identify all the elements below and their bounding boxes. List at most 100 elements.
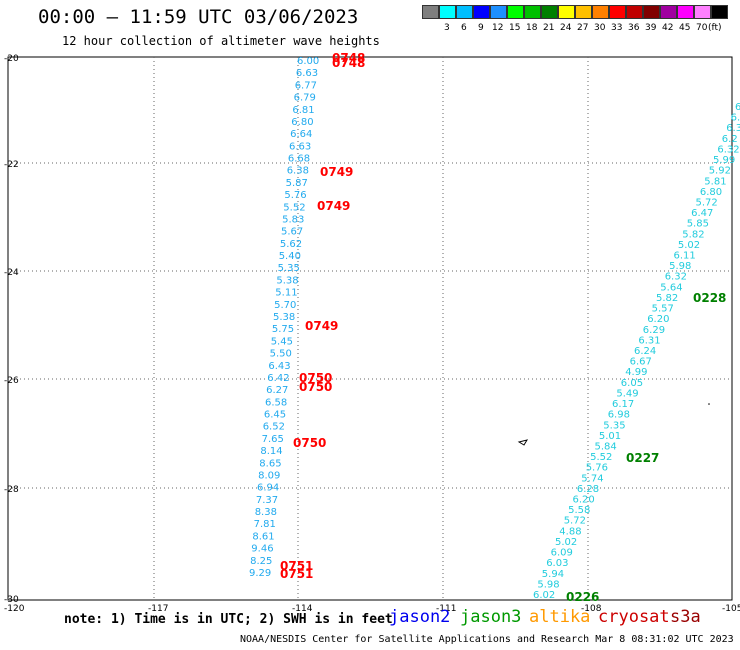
scale-label: 45	[679, 23, 691, 33]
scale-label: 42	[662, 23, 674, 33]
wave-height-label: 7.65	[262, 434, 284, 445]
wave-height-label: 6.80	[291, 117, 313, 128]
wave-height-label: 4.88	[559, 526, 581, 537]
lon-tick-label: -117	[148, 604, 168, 614]
wave-height-label: 6.81	[292, 105, 314, 116]
wave-height-label: 6	[735, 102, 740, 113]
wave-height-label: 6.27	[266, 385, 288, 396]
wave-height-label: 6.20	[573, 495, 595, 506]
wave-height-label: 6.24	[634, 346, 656, 357]
wave-height-label: 5.82	[682, 229, 704, 240]
lon-tick-label: -108	[581, 604, 602, 614]
wave-height-label: 8.09	[258, 471, 280, 482]
wave-height-label: 6.03	[546, 558, 568, 569]
scale-swatch	[558, 5, 575, 19]
wave-height-label: 5.74	[581, 473, 603, 484]
wave-height-label: 5.72	[696, 198, 718, 209]
wave-height-label: 6.2	[722, 134, 738, 145]
wave-height-label: 6.43	[268, 361, 290, 372]
wave-height-label: 6.42	[267, 373, 289, 384]
scale-swatch	[677, 5, 694, 19]
scale-label: 39	[645, 23, 657, 33]
wave-height-label: 6.32	[665, 272, 687, 283]
wave-height-label: 6.47	[691, 208, 713, 219]
wave-height-label: 5.76	[284, 190, 306, 201]
scale-unit: (ft)	[708, 23, 722, 33]
wave-height-label: 5.67	[281, 227, 303, 238]
satellite-label: s3a	[670, 607, 701, 627]
wave-height-label: 6.20	[647, 314, 669, 325]
lat-tick-label: -24	[4, 268, 19, 278]
wave-height-label: 5.62	[280, 239, 302, 250]
wave-height-label: 5.49	[616, 388, 638, 399]
wave-height-label: 5.87	[286, 178, 308, 189]
wave-height-label: 5.81	[704, 176, 726, 187]
scale-swatch	[490, 5, 507, 19]
scale-swatch	[422, 5, 439, 19]
satellite-label: altika	[529, 607, 591, 627]
wave-height-label: 5.58	[568, 505, 590, 516]
scale-swatch	[575, 5, 592, 19]
time-stamp: 0748	[332, 51, 365, 65]
wave-height-label: 6.4	[731, 113, 740, 124]
wave-height-label: 5.11	[275, 288, 297, 299]
scale-label: 12	[492, 23, 504, 33]
wave-height-label: 5.82	[656, 293, 678, 304]
wave-height-label: 5.38	[273, 312, 295, 323]
wave-height-label: 6.45	[264, 410, 286, 421]
wave-height-label: 6.11	[674, 251, 696, 262]
wave-height-label: 6.67	[630, 357, 652, 368]
wave-height-label: 5.35	[603, 420, 625, 431]
time-stamp: 0750	[299, 371, 332, 385]
wave-height-label: 6.63	[296, 68, 318, 79]
scale-swatch	[609, 5, 626, 19]
wave-height-label: 5.98	[669, 261, 691, 272]
wave-height-label: 8.14	[260, 446, 282, 457]
satellite-label: jason3	[460, 607, 522, 627]
time-stamp: 0748	[332, 56, 365, 70]
scale-swatch	[643, 5, 660, 19]
wave-height-label: 5.72	[564, 516, 586, 527]
wave-height-label: 5.57	[652, 304, 674, 315]
wave-height-label: 6.00	[297, 56, 319, 67]
scale-swatch	[541, 5, 558, 19]
time-stamp: 0226	[566, 590, 599, 604]
wave-height-label: 5.76	[586, 463, 608, 474]
island-shape	[517, 439, 529, 446]
wave-height-label: 5.84	[595, 442, 617, 453]
lat-tick-label: -26	[4, 376, 19, 386]
lat-tick-label: -22	[4, 160, 19, 170]
time-stamp: 0227	[626, 451, 659, 465]
scale-label: 3	[444, 23, 450, 33]
wave-height-label: 5.02	[678, 240, 700, 251]
scale-label: 24	[560, 23, 572, 33]
wave-height-label: 5.83	[282, 215, 304, 226]
scale-label: 36	[628, 23, 640, 33]
scale-label: 30	[594, 23, 606, 33]
map-frame	[7, 56, 733, 601]
scale-swatch	[439, 5, 456, 19]
time-stamp: 0750	[293, 436, 326, 450]
wave-height-label: 6.3	[726, 123, 740, 134]
map-subtitle: 12 hour collection of altimeter wave hei…	[62, 34, 380, 48]
scale-swatch	[456, 5, 473, 19]
wave-height-label: 6.98	[608, 410, 630, 421]
wave-height-label: 5.38	[276, 275, 298, 286]
wave-height-label: 6.31	[638, 335, 660, 346]
wave-height-label: 5.01	[599, 431, 621, 442]
wave-height-label: 6.79	[294, 93, 316, 104]
footer-note: note: 1) Time is in UTC; 2) SWH is in fe…	[64, 612, 393, 627]
wave-height-label: 5.02	[555, 537, 577, 548]
wave-height-label: 5.75	[272, 324, 294, 335]
time-stamp: 0228	[693, 291, 726, 305]
wave-height-label: 6.94	[257, 483, 279, 494]
credit-line: NOAA/NESDIS Center for Satellite Applica…	[240, 634, 734, 645]
lat-tick-label: -30	[4, 595, 19, 605]
wave-height-label: 6.32	[717, 144, 739, 155]
satellite-label: cryosat	[598, 607, 670, 627]
wave-height-label: 6.58	[265, 397, 287, 408]
scale-swatch	[524, 5, 541, 19]
time-stamp: 0749	[317, 199, 350, 213]
scale-swatch	[592, 5, 609, 19]
scale-label: 6	[461, 23, 467, 33]
